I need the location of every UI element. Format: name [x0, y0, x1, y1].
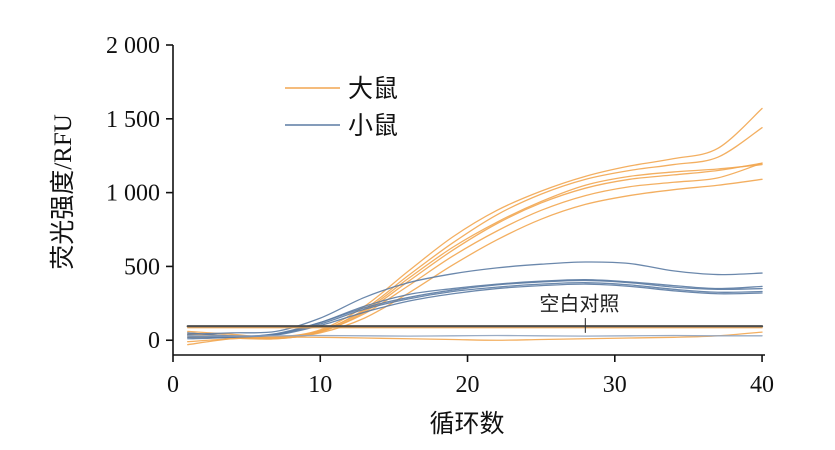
x-axis-title: 循环数	[429, 410, 504, 438]
legend-label: 大鼠	[348, 75, 398, 103]
x-tick-label: 30	[603, 372, 627, 398]
y-tick-label: 1 000	[106, 181, 160, 207]
y-tick-label: 2 000	[106, 33, 160, 59]
y-tick-label: 1 500	[106, 107, 160, 133]
series-line-11	[187, 331, 763, 343]
annotation-label: 空白对照	[539, 292, 619, 315]
series-line-12	[187, 334, 763, 337]
series-line-5	[187, 163, 763, 339]
y-tick-label: 500	[124, 254, 160, 280]
curve-layer	[186, 107, 764, 346]
series-line-9	[187, 282, 763, 337]
x-tick-label: 20	[456, 372, 480, 398]
x-tick-label: 10	[308, 372, 332, 398]
axes-layer: 0 500 1 000 1 500 2 000 0 10 20 30 40	[106, 33, 774, 398]
series-line-0	[187, 107, 763, 346]
x-tick-label: 40	[750, 372, 774, 398]
y-axis-title: 荧光强度/RFU	[49, 114, 77, 270]
y-tick-label: 0	[148, 328, 160, 354]
series-line-6	[187, 261, 763, 335]
annotation-layer: 空白对照	[539, 292, 619, 333]
series-line-4	[187, 178, 763, 340]
series-line-8	[187, 279, 763, 340]
series-line-1	[187, 127, 763, 339]
legend-label: 小鼠	[348, 112, 398, 140]
series-line-7	[187, 279, 763, 338]
series-line-10	[187, 283, 763, 338]
x-tick-label: 0	[167, 372, 179, 398]
